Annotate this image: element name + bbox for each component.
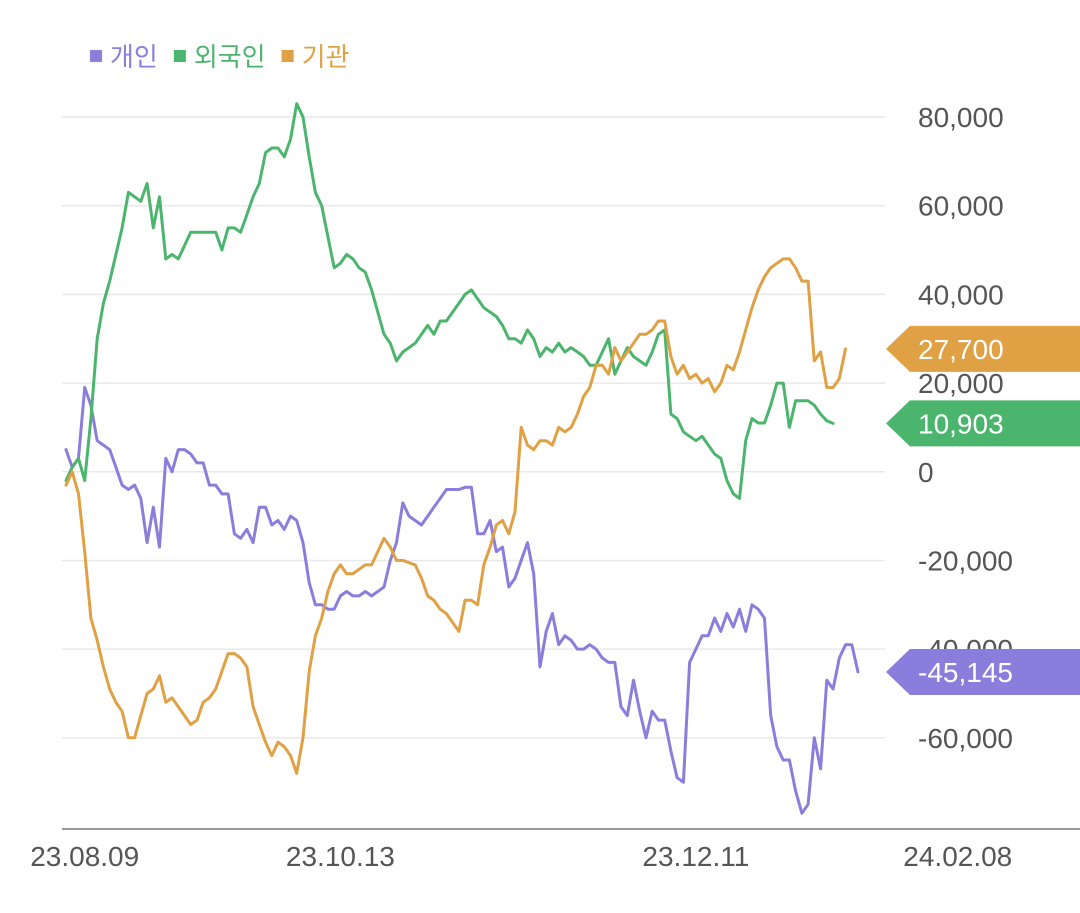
last-value-flags: -45,145 10,903 27,700	[886, 325, 1080, 695]
legend-label: 기관	[302, 43, 350, 73]
y-tick-label: 80,000	[918, 102, 1004, 133]
last-value-label: 27,700	[918, 334, 1004, 365]
legend-swatch	[173, 50, 186, 62]
last-value-flag	[886, 648, 1080, 695]
y-tick-label: 60,000	[918, 191, 1004, 222]
x-tick-label: 24.02.08	[903, 841, 1012, 872]
last-value-flag	[886, 325, 1080, 372]
legend-label: 개인	[110, 43, 158, 73]
y-axis-ticks: 80,00060,00040,00020,0000-20,000-40,000-…	[918, 102, 1013, 754]
last-value-label: -45,145	[918, 657, 1013, 688]
x-tick-label: 23.08.09	[30, 841, 139, 872]
series-line-0	[64, 386, 860, 815]
x-tick-label: 23.12.11	[642, 841, 749, 872]
last-value-flag	[886, 400, 1080, 447]
last-value-label: 10,903	[918, 408, 1004, 439]
legend: 개인 외국인 기관	[90, 43, 349, 73]
x-axis-ticks: 23.08.09 23.10.13 23.12.11 24.02.08	[30, 841, 1012, 872]
legend-swatch	[90, 50, 102, 62]
legend-swatch	[281, 50, 294, 62]
series-lines	[64, 102, 860, 815]
x-tick-label: 23.10.13	[286, 841, 395, 872]
grid-lines	[62, 116, 885, 739]
y-tick-label: 40,000	[918, 279, 1004, 310]
y-tick-label: -60,000	[918, 723, 1013, 754]
y-tick-label: 20,000	[918, 368, 1004, 399]
series-line-1	[64, 102, 835, 500]
y-tick-label: 0	[918, 457, 934, 488]
series-line-2	[64, 257, 847, 775]
legend-label: 외국인	[194, 43, 266, 73]
y-tick-label: -20,000	[918, 545, 1013, 576]
